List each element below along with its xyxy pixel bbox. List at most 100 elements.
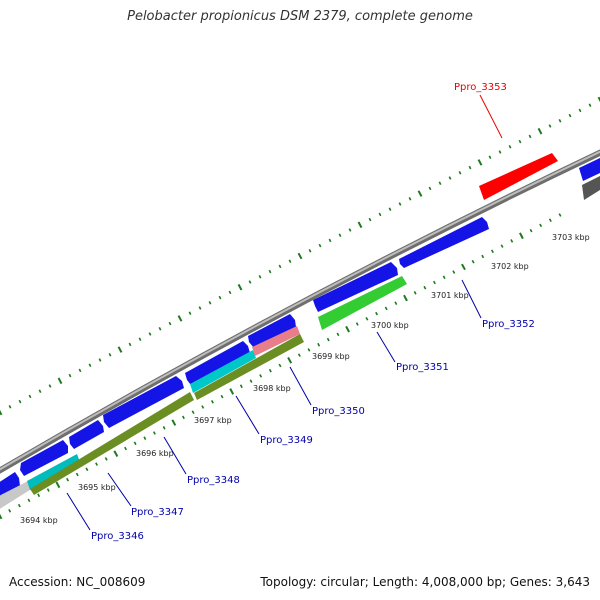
- leader-line: [479, 94, 503, 139]
- gene-label-ppro-3350[interactable]: Ppro_3350: [312, 406, 365, 417]
- tick-mark: [88, 363, 92, 367]
- tick-mark: [27, 498, 31, 503]
- gene-label-ppro-3348[interactable]: Ppro_3348: [187, 475, 240, 486]
- tick-label: 3697 kbp: [194, 416, 232, 425]
- tick-mark: [55, 481, 61, 489]
- tick-mark: [398, 202, 402, 206]
- gene-label-ppro-3347[interactable]: Ppro_3347: [131, 507, 184, 518]
- tick-mark: [588, 103, 592, 107]
- tick-mark: [297, 353, 301, 357]
- tick-mark: [239, 384, 243, 389]
- tick-mark: [428, 186, 432, 191]
- tick-mark: [307, 348, 311, 352]
- leader-line: [376, 331, 396, 363]
- gene-block[interactable]: [318, 276, 407, 330]
- tick-mark: [237, 283, 243, 291]
- tick-mark: [38, 389, 42, 393]
- gene-block[interactable]: [103, 376, 184, 428]
- gene-block[interactable]: [252, 326, 300, 356]
- gene-label-ppro-3346[interactable]: Ppro_3346: [91, 531, 144, 542]
- tick-mark: [417, 190, 423, 197]
- topology-text: Topology: circular; Length: 4,008,000 bp…: [260, 575, 590, 589]
- tick-mark: [138, 337, 142, 341]
- tick-mark: [458, 171, 462, 175]
- gene-block[interactable]: [579, 158, 600, 181]
- tick-mark: [162, 426, 166, 430]
- tick-mark: [28, 394, 32, 399]
- gene-label-ppro-3353[interactable]: Ppro_3353: [454, 82, 507, 93]
- gene-block[interactable]: [69, 420, 104, 449]
- tick-mark: [268, 368, 272, 373]
- tick-mark: [201, 405, 205, 409]
- gene-block[interactable]: [185, 341, 250, 385]
- inner-tick-ring: [0, 213, 562, 520]
- tick-mark: [345, 325, 350, 333]
- tick-mark: [177, 315, 183, 322]
- tick-mark: [336, 332, 340, 337]
- leader-line: [66, 492, 91, 531]
- tick-label: 3696 kbp: [136, 449, 174, 458]
- tick-mark: [500, 244, 504, 248]
- tick-mark: [259, 374, 263, 378]
- tick-mark: [57, 377, 63, 385]
- gene-block[interactable]: [248, 314, 296, 348]
- tick-mark: [168, 321, 172, 326]
- tick-mark: [152, 431, 156, 435]
- tick-mark: [66, 477, 70, 482]
- tick-mark: [113, 450, 119, 457]
- gene-block[interactable]: [194, 334, 304, 400]
- tick-mark: [518, 139, 522, 144]
- leader-line: [107, 472, 132, 507]
- tick-mark: [181, 415, 185, 420]
- tick-label: 3698 kbp: [253, 384, 291, 393]
- tick-mark: [519, 232, 524, 240]
- gene-block[interactable]: [582, 176, 600, 200]
- tick-mark: [548, 124, 552, 128]
- gene-block[interactable]: [399, 217, 489, 268]
- tick-mark: [448, 176, 452, 180]
- gene-block[interactable]: [30, 392, 194, 495]
- leader-line: [461, 279, 482, 319]
- tick-mark: [0, 409, 3, 416]
- leader-line: [163, 436, 187, 475]
- tick-mark: [108, 353, 112, 357]
- tick-mark: [124, 446, 128, 451]
- tick-mark: [308, 249, 312, 253]
- tick-mark: [0, 513, 3, 520]
- gene-block[interactable]: [190, 350, 256, 393]
- tick-mark: [490, 249, 494, 254]
- tick-mark: [85, 467, 89, 472]
- tick-mark: [338, 233, 342, 237]
- tick-mark: [548, 218, 552, 222]
- tick-label: 3702 kbp: [491, 262, 529, 271]
- tick-mark: [355, 322, 359, 326]
- tick-mark: [210, 400, 214, 404]
- tick-mark: [8, 405, 12, 409]
- tick-mark: [198, 306, 202, 310]
- tick-mark: [258, 275, 262, 279]
- gene-block[interactable]: [0, 472, 20, 498]
- tick-mark: [537, 127, 543, 135]
- tick-label: 3701 kbp: [431, 291, 469, 300]
- tick-mark: [248, 280, 252, 284]
- tick-mark: [348, 228, 352, 232]
- gene-block[interactable]: [313, 262, 398, 312]
- tick-mark: [143, 436, 147, 440]
- gene-block[interactable]: [479, 153, 558, 200]
- gene-block[interactable]: [20, 440, 68, 476]
- gene-label-ppro-3352[interactable]: Ppro_3352: [482, 319, 535, 330]
- tick-mark: [578, 108, 582, 113]
- tick-mark: [368, 217, 372, 222]
- tick-mark: [384, 306, 388, 311]
- tick-mark: [357, 221, 363, 229]
- tick-mark: [191, 410, 195, 414]
- tick-mark: [403, 294, 408, 302]
- gene-block[interactable]: [27, 454, 80, 490]
- tick-labels: 3694 kbp 3695 kbp 3696 kbp 3697 kbp 3698…: [20, 233, 590, 525]
- tick-mark: [148, 332, 152, 336]
- gene-label-ppro-3351[interactable]: Ppro_3351: [396, 362, 449, 373]
- tick-mark: [328, 238, 332, 243]
- gene-block[interactable]: [0, 480, 33, 510]
- gene-label-ppro-3349[interactable]: Ppro_3349: [260, 435, 313, 446]
